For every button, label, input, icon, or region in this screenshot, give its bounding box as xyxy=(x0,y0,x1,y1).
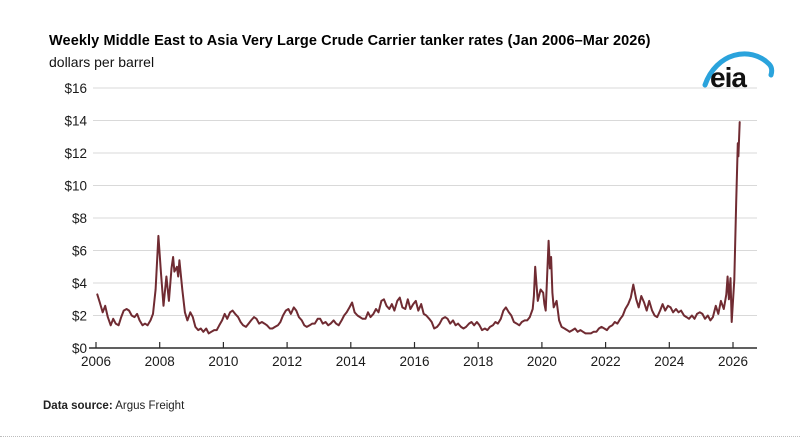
x-axis-label-2014: 2014 xyxy=(336,354,367,369)
x-axis-label-2010: 2010 xyxy=(208,354,238,369)
x-axis-label-2024: 2024 xyxy=(654,354,685,369)
x-axis-label-2018: 2018 xyxy=(463,354,493,369)
eia-logo-swoosh-icon xyxy=(702,51,775,88)
data-source: Data source: Argus Freight xyxy=(43,400,184,412)
x-axis-label-2026: 2026 xyxy=(718,354,748,369)
y-axis-label-0: $0 xyxy=(72,341,87,356)
y-axis-label-16: $16 xyxy=(64,81,87,96)
y-axis-label-4: $4 xyxy=(72,276,88,291)
y-axis-label-6: $6 xyxy=(72,244,87,259)
eia-logo: eia xyxy=(702,51,775,93)
chart-units-label: dollars per barrel xyxy=(49,54,155,70)
data-source-label: Data source: xyxy=(43,400,113,412)
y-axis-label-8: $8 xyxy=(72,211,87,226)
bottom-separator xyxy=(0,436,800,437)
data-source-value: Argus Freight xyxy=(112,400,185,412)
x-axis-label-2016: 2016 xyxy=(399,354,429,369)
eia-logo-text: eia xyxy=(710,62,747,93)
y-axis-label-2: $2 xyxy=(72,309,87,324)
page-title: Weekly Middle East to Asia Very Large Cr… xyxy=(49,33,651,49)
y-axis-label-14: $14 xyxy=(64,114,87,129)
x-axis-label-2008: 2008 xyxy=(145,354,175,369)
y-axis-label-12: $12 xyxy=(64,146,87,161)
y-axis-label-10: $10 xyxy=(64,179,87,194)
x-axis-label-2006: 2006 xyxy=(81,354,111,369)
rate-line xyxy=(96,121,741,335)
x-axis-label-2022: 2022 xyxy=(591,354,621,369)
x-axis-label-2012: 2012 xyxy=(272,354,302,369)
x-axis-label-2020: 2020 xyxy=(527,354,557,369)
